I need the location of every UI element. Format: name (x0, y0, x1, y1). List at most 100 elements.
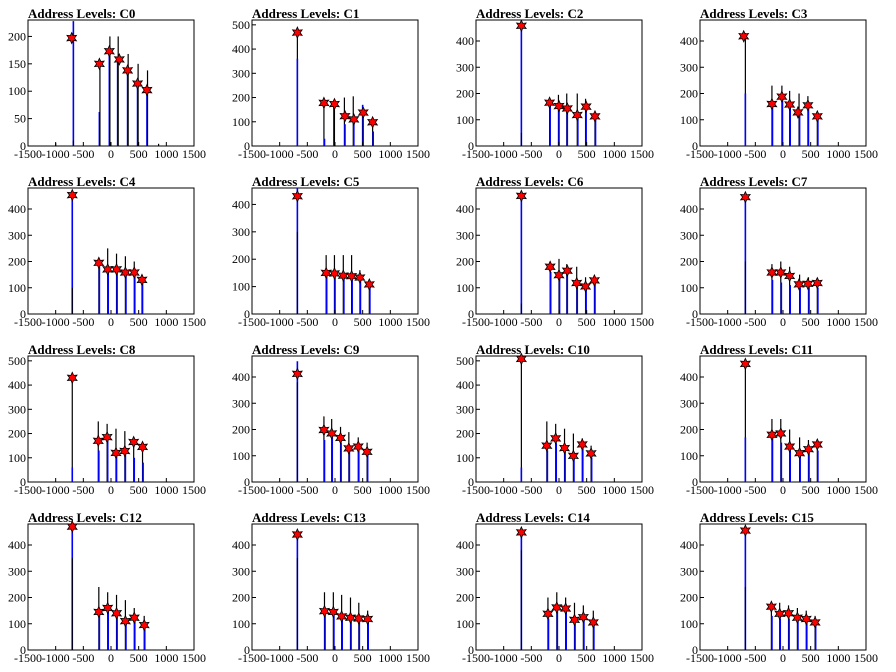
x-tick-label: -500 (744, 483, 766, 497)
peak-marker (544, 260, 556, 274)
x-tick-label: -1000 (714, 651, 742, 665)
peak-marker (589, 109, 601, 123)
chart-panel-5: Address Levels: C5 0 100 200 300 400 -1500 -100… (224, 168, 448, 336)
chart-panel-14: Address Levels: C14 0 100 200 300 400 -1500 -10… (448, 504, 672, 672)
peak-marker (102, 262, 114, 276)
chart-title: Address Levels: C11 (700, 342, 813, 357)
peak-marker (558, 441, 571, 455)
y-tick-label: 400 (8, 378, 26, 392)
peak-marker (328, 97, 341, 111)
x-tick-label: 0 (780, 147, 786, 161)
y-tick-label: 200 (456, 427, 474, 441)
y-tick-label: 0 (20, 475, 26, 489)
peak-marker (739, 524, 751, 538)
x-tick-label: 1000 (826, 651, 850, 665)
chart-title: Address Levels: C5 (252, 174, 360, 189)
y-tick-label: 100 (456, 281, 474, 295)
peak-marker (515, 352, 527, 366)
peak-marker (588, 273, 601, 287)
plot-frame (27, 523, 195, 651)
x-tick-label: -1000 (714, 147, 742, 161)
chart-title: Address Levels: C6 (476, 174, 584, 189)
x-tick-label: -500 (744, 315, 766, 329)
chart-title: Address Levels: C12 (28, 510, 142, 525)
x-tick-label: 500 (578, 651, 596, 665)
peak-marker (580, 100, 592, 114)
y-tick-label: 0 (20, 307, 26, 321)
peak-marker (794, 446, 806, 460)
peak-marker (346, 269, 358, 283)
x-tick-label: 500 (578, 315, 596, 329)
x-tick-label: -1000 (490, 147, 518, 161)
y-tick-label: 100 (232, 280, 250, 294)
peak-marker (291, 528, 303, 541)
y-tick-label: 100 (680, 113, 698, 127)
y-tick-label: 100 (680, 449, 698, 463)
peak-marker (541, 439, 553, 453)
x-tick-label: 1500 (854, 483, 878, 497)
x-tick-label: 0 (556, 315, 562, 329)
chart-svg-4: Address Levels: C4 0 100 200 300 400 -1500 -100… (8, 174, 206, 329)
x-tick-label: -500 (520, 651, 542, 665)
peak-marker (784, 269, 796, 283)
x-tick-label: 500 (354, 483, 372, 497)
x-tick-label: -1000 (266, 483, 294, 497)
x-tick-label: 1000 (826, 147, 850, 161)
chart-svg-8: Address Levels: C80100200300400500-1500-… (8, 342, 206, 497)
x-tick-label: -1500 (14, 483, 42, 497)
x-tick-label: -1000 (266, 315, 294, 329)
y-tick-label: 200 (8, 591, 26, 605)
chart-title: Address Levels: C7 (700, 174, 808, 189)
peak-marker (543, 96, 556, 110)
y-tick-label: 200 (456, 255, 474, 269)
x-tick-label: 500 (130, 315, 148, 329)
y-tick-label: 200 (8, 255, 26, 269)
peak-marker (136, 273, 148, 287)
x-tick-label: 0 (780, 651, 786, 665)
y-tick-label: 0 (692, 307, 698, 321)
x-tick-label: 1000 (378, 147, 402, 161)
chart-panel-10: Address Levels: C10 0 100 200 300 400 500 -1500… (448, 336, 672, 504)
y-tick-label: 300 (680, 228, 698, 242)
x-tick-label: 0 (332, 147, 338, 161)
x-tick-label: -1500 (686, 651, 714, 665)
x-tick-label: 1000 (378, 315, 402, 329)
chart-panel-4: Address Levels: C4 0 100 200 300 400 -1500 -100… (0, 168, 224, 336)
peak-marker (66, 188, 78, 202)
peak-marker (802, 98, 814, 112)
peak-marker (766, 428, 778, 442)
chart-title: Address Levels: C13 (252, 510, 366, 525)
y-tick-label: 300 (680, 396, 698, 410)
peak-marker (515, 19, 527, 33)
peak-marker (326, 426, 338, 440)
x-tick-label: 1000 (154, 147, 178, 161)
peak-marker (93, 57, 105, 71)
peak-marker (577, 610, 589, 624)
y-tick-label: 100 (232, 617, 250, 631)
peak-marker (318, 96, 330, 110)
peak-marker (128, 435, 140, 449)
x-tick-label: 1000 (154, 651, 178, 665)
peak-marker (571, 108, 583, 122)
x-tick-label: 500 (354, 315, 372, 329)
y-tick-label: 200 (232, 91, 250, 105)
y-tick-label: 400 (680, 34, 698, 48)
x-tick-label: -1000 (42, 651, 70, 665)
x-tick-label: -500 (520, 315, 542, 329)
peak-marker (320, 266, 332, 280)
peak-marker (103, 44, 115, 58)
peak-marker (553, 268, 565, 282)
peak-marker (119, 614, 131, 628)
chart-title: Address Levels: C15 (700, 510, 814, 525)
x-tick-label: -500 (296, 315, 318, 329)
chart-panel-13: Address Levels: C13 0 100 200 300 400 -1500 -10… (224, 504, 448, 672)
chart-panel-9: Address Levels: C9 0 100 200 300 400 -1500 -100… (224, 336, 448, 504)
x-tick-label: -500 (296, 147, 318, 161)
y-tick-label: 400 (232, 42, 250, 56)
y-tick-label: 100 (456, 451, 474, 465)
x-tick-label: 1500 (406, 651, 430, 665)
chart-panel-8: Address Levels: C8 0 100 200 300 400 500 -1500-… (0, 336, 224, 504)
y-tick-label: 200 (456, 87, 474, 101)
peak-marker (585, 446, 597, 460)
x-tick-label: 500 (578, 147, 596, 161)
